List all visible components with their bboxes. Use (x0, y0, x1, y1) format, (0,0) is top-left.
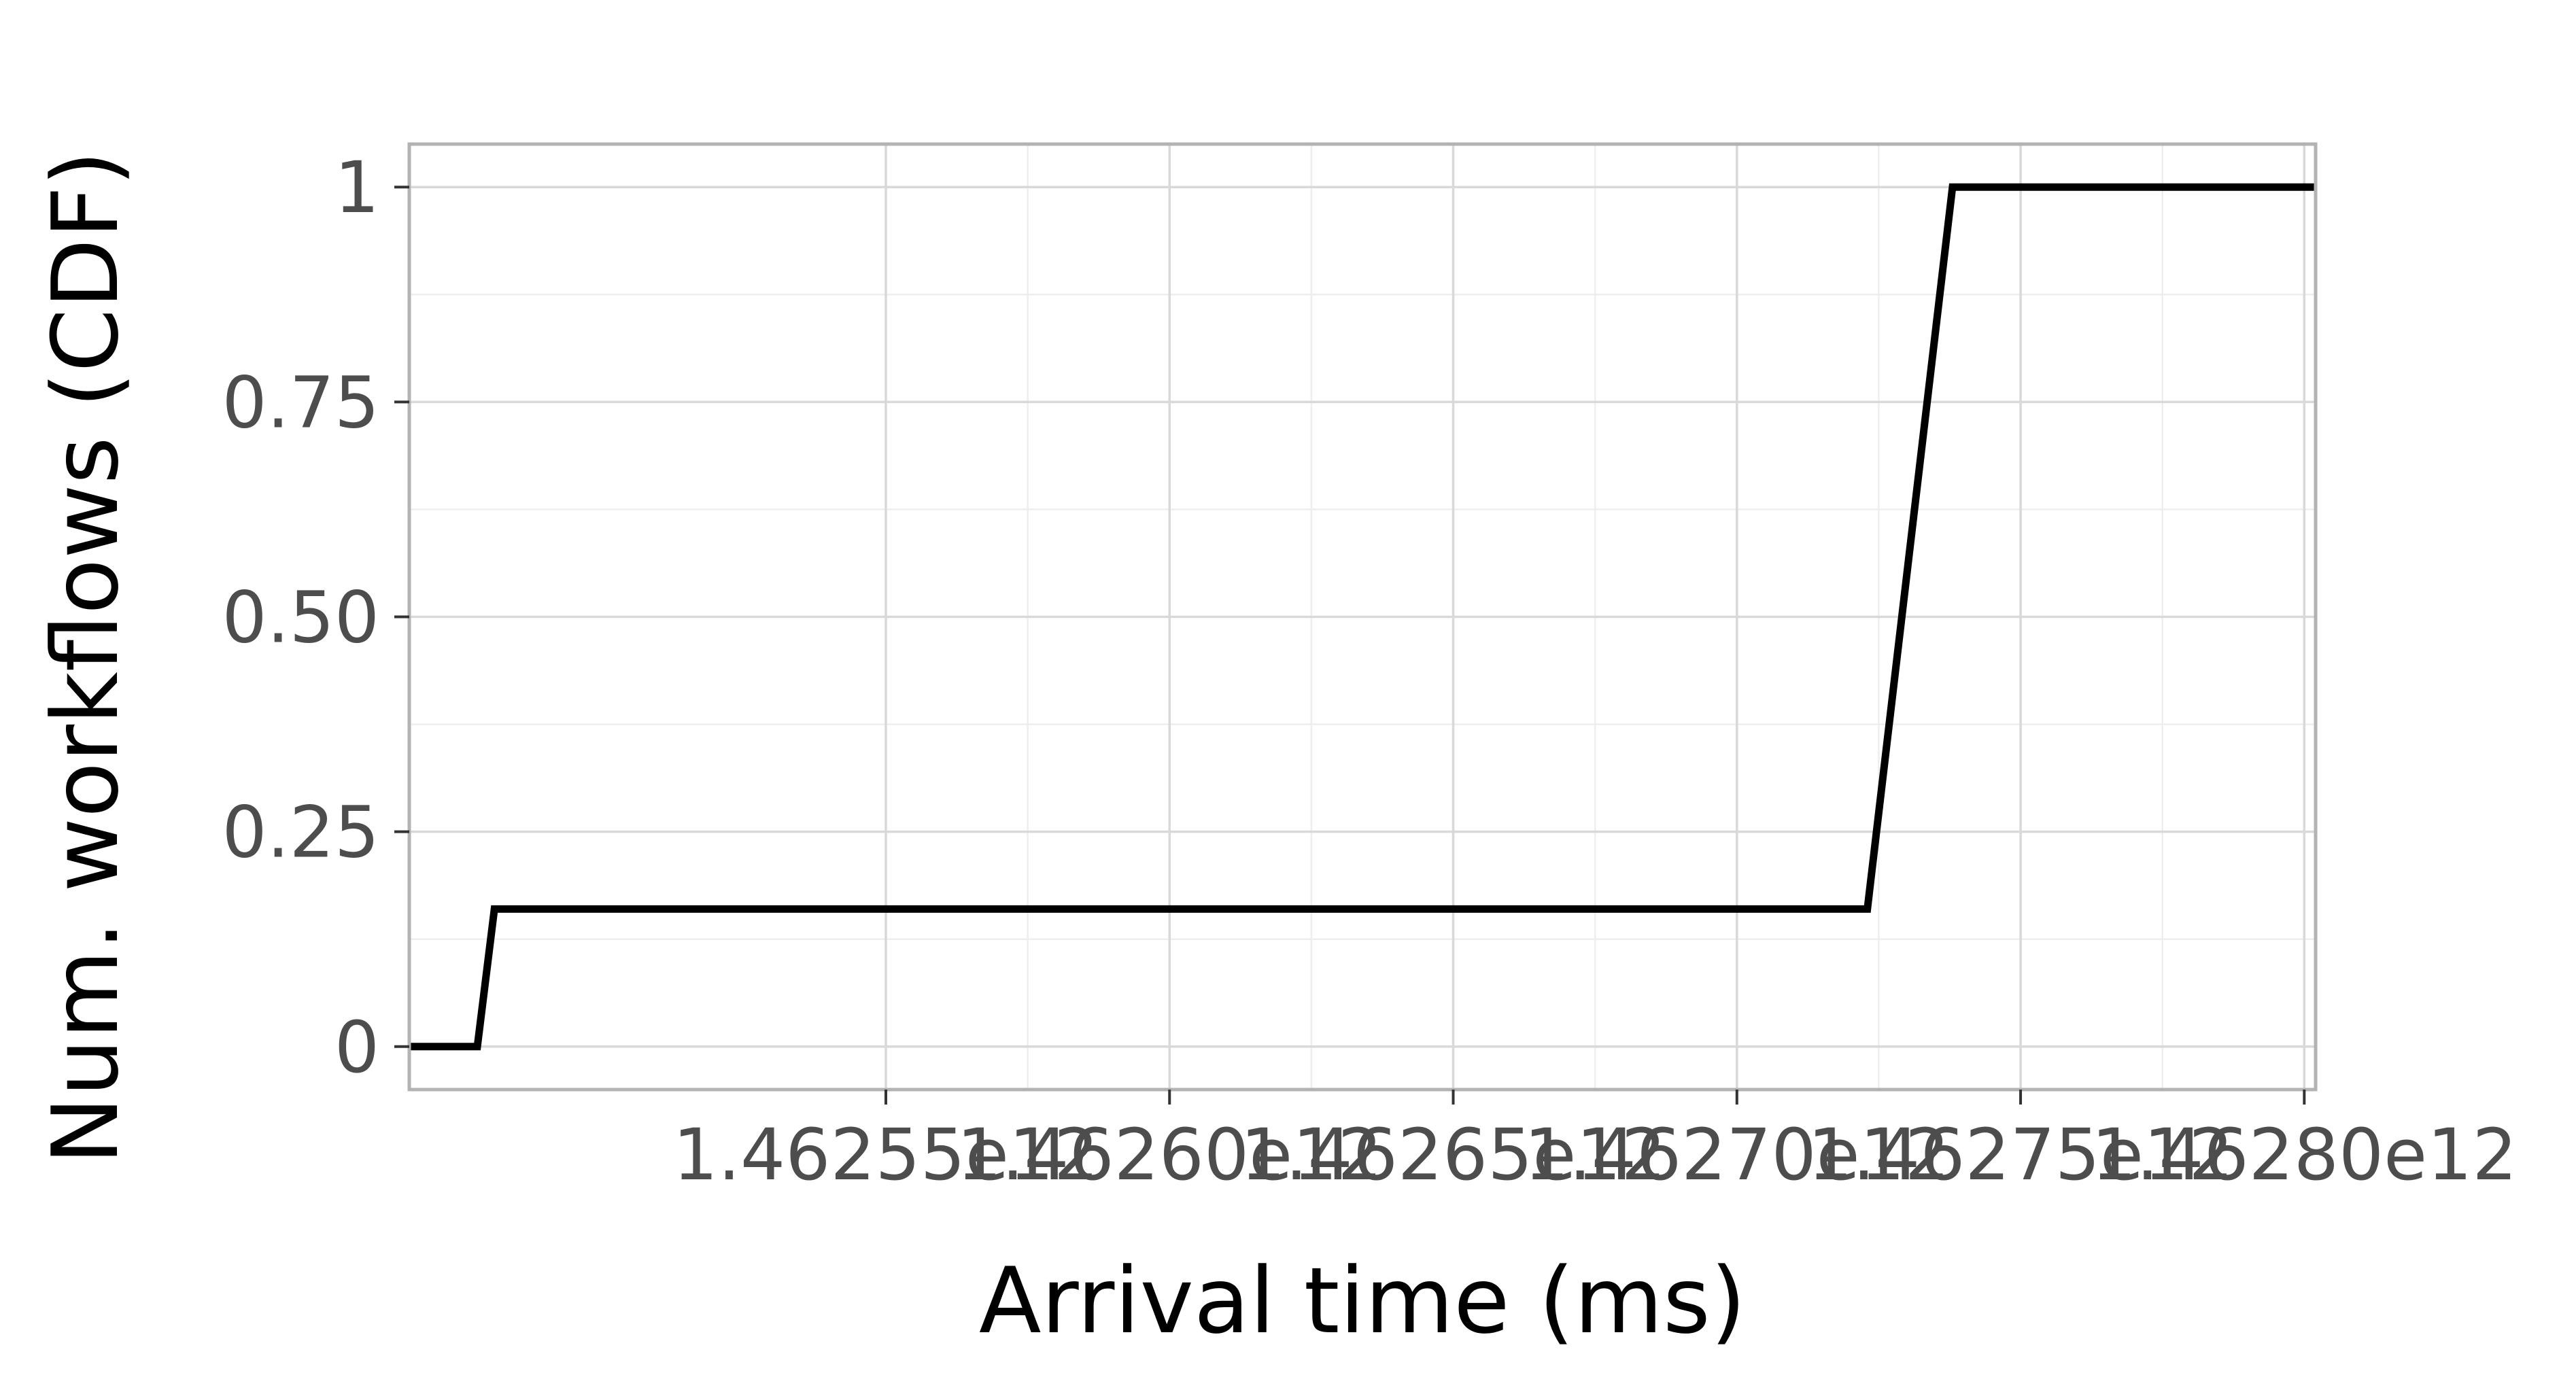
x-tick-label: 1.46270e12 (1524, 1113, 1950, 1196)
series-layer (409, 183, 2316, 1051)
y-tick-label: 0.50 (222, 576, 379, 659)
x-tick-label: 1.46265e12 (1240, 1113, 1666, 1196)
x-tick-label: 1.46255e12 (673, 1113, 1099, 1196)
y-axis-ticks: 0 0.25 0.50 0.75 1 (222, 146, 409, 1089)
x-tick-label: 1.46260e12 (957, 1113, 1382, 1196)
y-tick-label: 1 (334, 146, 379, 229)
y-tick-label: 0.75 (222, 361, 379, 444)
cdf-series-line (409, 183, 2316, 1051)
x-axis-ticks: 1.46255e121.46260e121.46265e121.46270e12… (673, 1090, 2518, 1196)
y-tick-label: 0.25 (222, 791, 379, 874)
x-tick-label: 1.46280e12 (2091, 1113, 2517, 1196)
y-axis-title: Num. workflows (CDF) (33, 151, 139, 1165)
x-axis-title: Arrival time (ms) (979, 1248, 1746, 1354)
x-tick-label: 1.46275e12 (1808, 1113, 2233, 1196)
y-tick-label: 0 (334, 1006, 379, 1089)
